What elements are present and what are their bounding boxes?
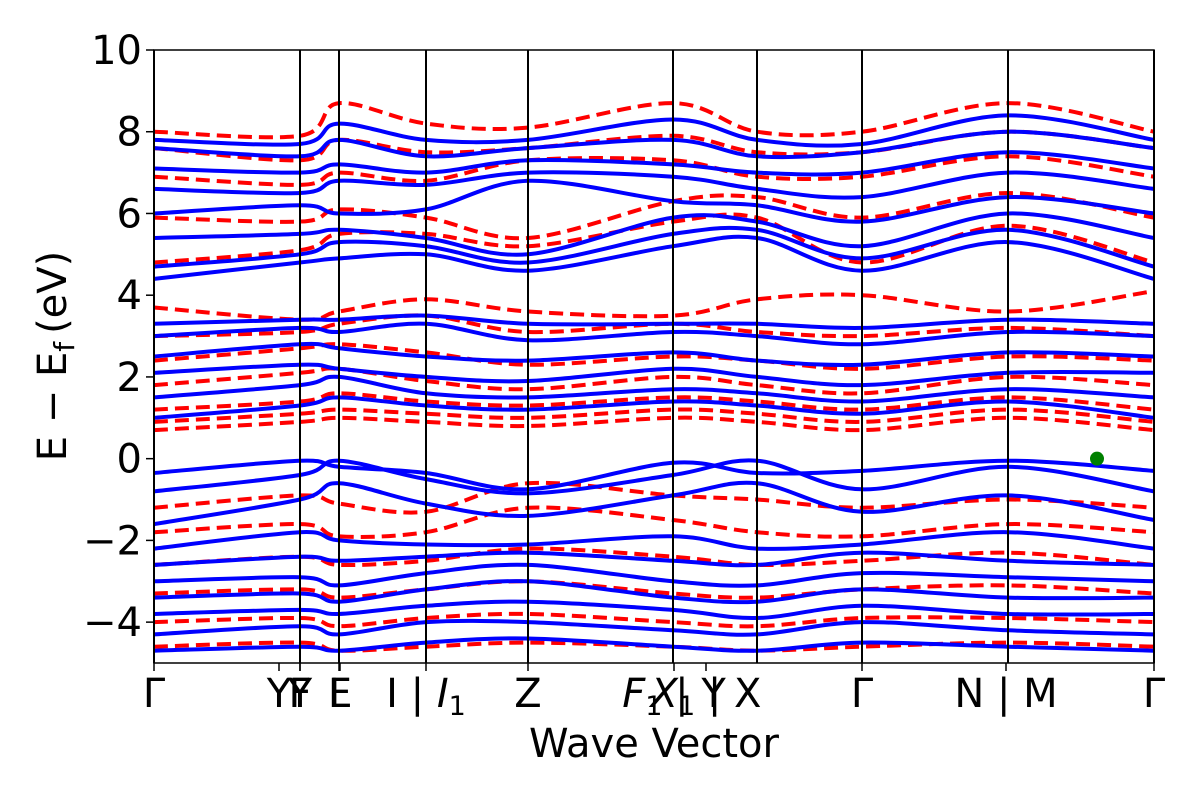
y-tick-label: 10 [91, 28, 142, 74]
solid-band-16 [154, 234, 1154, 281]
y-tick-label: −4 [83, 600, 142, 646]
y-tick-label: 8 [117, 110, 142, 156]
solid-band-23 [154, 113, 1154, 148]
solid-band-19 [154, 178, 1154, 224]
solid-band-14 [154, 321, 1154, 347]
dashed-band-15 [154, 154, 1154, 187]
kpoint-label-2: Y [287, 671, 313, 717]
dashed-band-6 [154, 289, 1154, 322]
y-axis-label: E − Ef (eV) [30, 251, 81, 462]
solid-band-2 [154, 480, 1154, 527]
kpoint-label-8: F1 | Y [622, 671, 726, 722]
y-tick-label: 2 [117, 355, 142, 401]
dashed-band-10 [154, 579, 1154, 600]
y-tick-label: 0 [117, 437, 142, 483]
y-tick-label: 6 [117, 191, 142, 237]
kpoint-label-10: Γ [851, 671, 874, 717]
solid-band-17 [154, 225, 1154, 269]
solid-band-10 [154, 395, 1154, 420]
kpoint-label-11: N | M [954, 671, 1057, 717]
solid-band-7 [154, 599, 1154, 621]
solid-band-6 [154, 579, 1154, 605]
kpoint-label-7: Z [514, 671, 541, 717]
kpoint-label-1: Y [266, 671, 292, 717]
solid-band-12 [154, 362, 1154, 388]
x-axis-label: Wave Vector [529, 721, 780, 767]
highlight-point [1090, 451, 1104, 466]
solid-band-0 [154, 458, 1154, 492]
highlight-point-group [1090, 451, 1104, 466]
kpoint-label-3: F [288, 671, 311, 717]
y-tick-label: −2 [83, 518, 142, 564]
solid-band-13 [154, 341, 1154, 367]
solid-band-21 [154, 150, 1154, 177]
solid-band-4 [154, 550, 1154, 568]
solid-band-11 [154, 374, 1154, 404]
solid-band-8 [154, 618, 1154, 637]
solid-band-5 [154, 562, 1154, 588]
kpoint-label-4: L [328, 671, 351, 717]
solid-band-9 [154, 636, 1154, 653]
solid-band-15 [154, 313, 1154, 330]
dashed-band-2 [154, 391, 1154, 412]
kpoint-label-12: Γ [1143, 671, 1166, 717]
y-axis-ticks: 10 8 6 4 2 0 −2 −4 [83, 28, 154, 646]
y-tick-label: 4 [117, 273, 142, 319]
kpoint-label-6: I | I1 [386, 671, 466, 722]
kpoint-label-9: X1 | X [649, 671, 762, 722]
plot-frame [153, 49, 1155, 664]
dashed-band-1 [154, 407, 1154, 424]
y-axis-label-sub: f [48, 341, 81, 352]
solid-band-22 [154, 129, 1154, 160]
y-axis-label-main: E − E [30, 352, 76, 462]
solid-bands-group [154, 113, 1154, 653]
dashed-band-3 [154, 366, 1154, 396]
solid-band-20 [154, 170, 1154, 200]
dashed-band-17 [154, 101, 1154, 140]
dashed-band-7 [154, 480, 1154, 515]
y-axis-label-unit: (eV) [30, 251, 76, 334]
solid-band-18 [154, 211, 1154, 257]
dashed-band-14 [154, 190, 1154, 241]
dashed-band-11 [154, 611, 1154, 629]
kpoint-label-0: Γ [143, 671, 166, 717]
dashed-band-8 [154, 505, 1154, 539]
solid-band-3 [154, 530, 1154, 551]
dashed-band-0 [154, 415, 1154, 433]
solid-band-1 [154, 458, 1154, 496]
high-symmetry-lines [153, 50, 1155, 663]
kpoint-label-5: F [328, 671, 351, 717]
x-axis-kpoint-labels: Γ YYF LF I | I1 Z F1 | YX1 | X Γ N | M Γ [143, 663, 1166, 722]
